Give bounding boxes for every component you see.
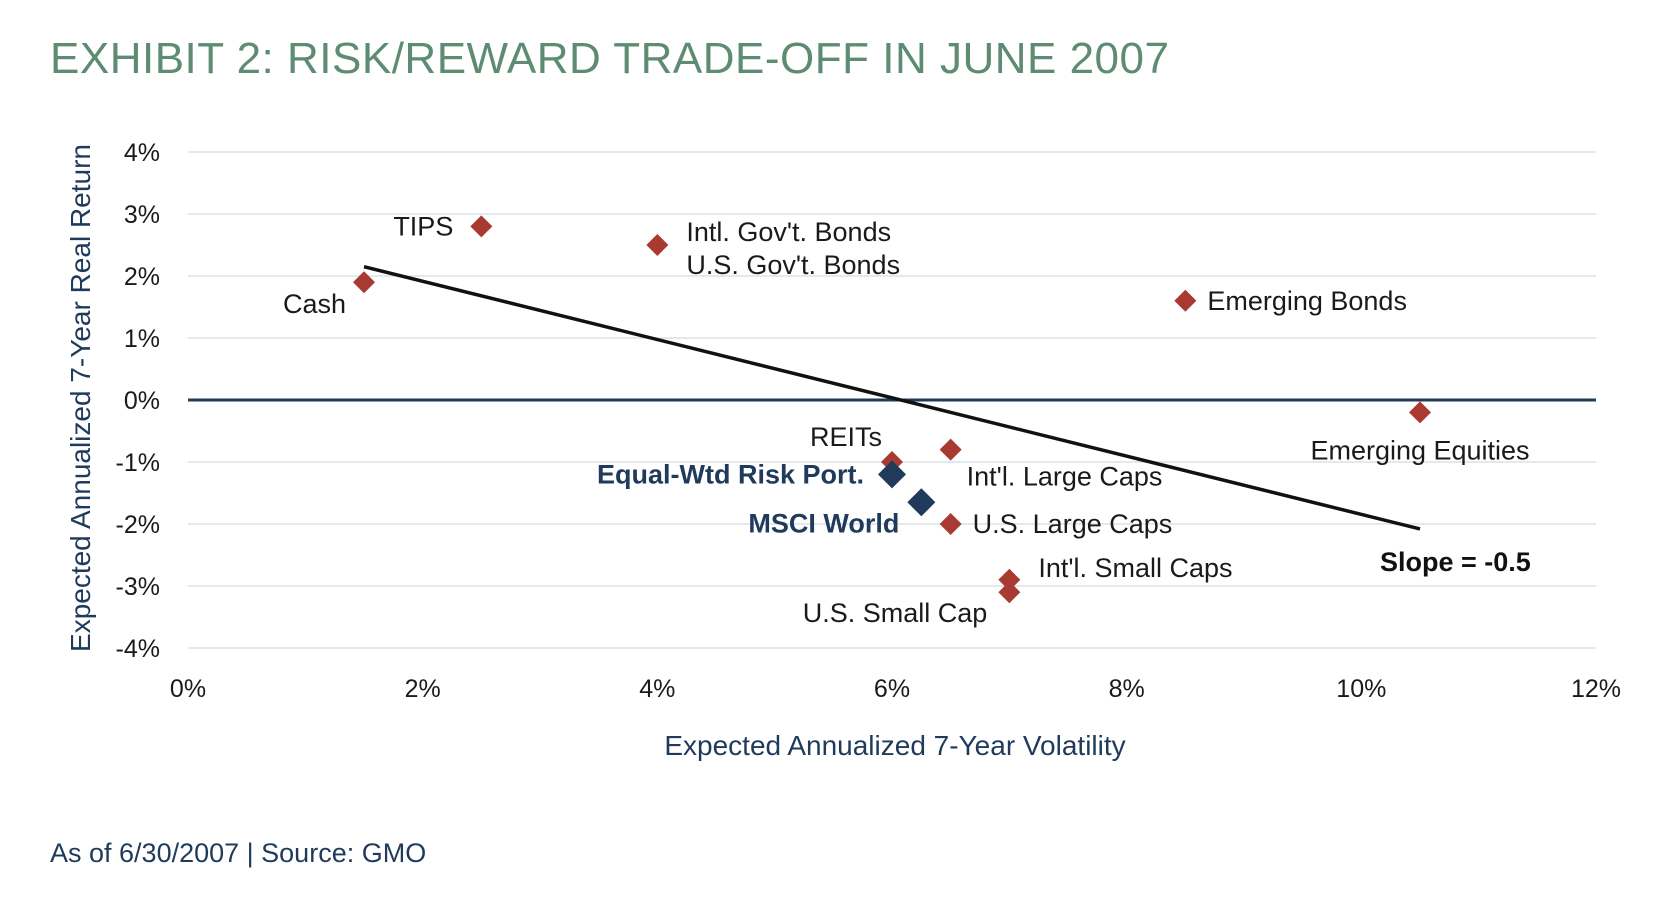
point-label: U.S. Large Caps	[973, 509, 1173, 539]
source-note: As of 6/30/2007 | Source: GMO	[50, 838, 427, 868]
point-label: TIPS	[393, 211, 453, 241]
data-point-marker	[998, 581, 1021, 604]
y-tick-label: 0%	[124, 387, 160, 415]
data-point-marker	[939, 513, 962, 535]
chart-title: EXHIBIT 2: RISK/REWARD TRADE-OFF IN JUNE…	[50, 34, 1170, 83]
y-tick-label: 1%	[124, 325, 160, 353]
data-point-marker	[878, 460, 906, 489]
y-tick-label: -2%	[116, 511, 160, 539]
y-tick-label: -1%	[116, 449, 160, 477]
data-point-marker	[907, 488, 936, 517]
point-label: Int'l. Large Caps	[967, 462, 1163, 492]
data-point-marker	[470, 215, 493, 238]
x-tick-label: 8%	[1109, 675, 1145, 703]
data-point-marker	[1409, 401, 1431, 424]
y-tick-label: 3%	[124, 201, 160, 229]
data-point-marker	[998, 568, 1021, 591]
point-label: Cash	[283, 289, 346, 319]
x-tick-label: 6%	[874, 675, 910, 703]
x-tick-label: 2%	[405, 675, 441, 703]
x-tick-label: 12%	[1571, 675, 1621, 703]
data-points	[353, 215, 1431, 604]
y-tick-label: -4%	[116, 635, 160, 663]
point-label: U.S. Gov't. Bonds	[686, 250, 900, 280]
slope-annotation: Slope = -0.5	[1380, 547, 1531, 577]
point-label: Int'l. Small Caps	[1038, 553, 1232, 583]
y-tick-label: 4%	[124, 139, 160, 167]
point-label: U.S. Small Cap	[803, 598, 988, 628]
y-axis-label: Expected Annualized 7-Year Real Return	[65, 144, 96, 652]
data-point-marker	[939, 438, 962, 461]
data-point-marker	[353, 271, 375, 294]
point-label: Equal-Wtd Risk Port.	[597, 459, 864, 489]
y-tick-label: -3%	[116, 573, 160, 601]
data-point-marker	[646, 234, 669, 256]
x-tick-label: 0%	[170, 675, 206, 703]
x-tick-label: 10%	[1336, 675, 1386, 703]
x-tick-label: 4%	[639, 675, 675, 703]
point-label: REITs	[810, 422, 882, 452]
point-label: Emerging Bonds	[1207, 286, 1407, 316]
x-axis-label: Expected Annualized 7-Year Volatility	[664, 730, 1125, 761]
data-point-marker	[1174, 289, 1197, 312]
axis-ticks: 4% 3% 2% 1% 0% -1% -2% -3% -4% 0% 2% 4% 6% 8% 10% 12%	[116, 139, 1621, 703]
point-label: Intl. Gov't. Bonds	[686, 217, 891, 247]
point-label: Emerging Equities	[1310, 435, 1529, 465]
point-label: MSCI World	[748, 508, 899, 538]
y-tick-label: 2%	[124, 263, 160, 291]
trend-line	[363, 265, 1421, 531]
